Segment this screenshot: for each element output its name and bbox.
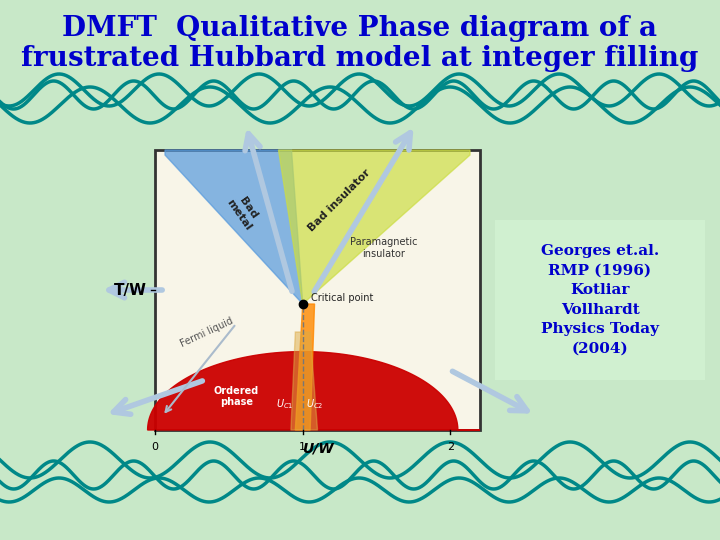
Bar: [155, 150, 480, 430]
Text: frustrated Hubbard model at integer filling: frustrated Hubbard model at integer fill…: [22, 44, 698, 71]
Polygon shape: [165, 150, 302, 304]
Text: Critical point: Critical point: [311, 293, 373, 303]
Text: Fermi liquid: Fermi liquid: [179, 315, 235, 349]
Polygon shape: [279, 150, 470, 304]
Text: 2: 2: [447, 442, 454, 452]
Polygon shape: [295, 304, 315, 430]
Text: $U_{C2}$: $U_{C2}$: [306, 397, 323, 411]
Polygon shape: [148, 352, 480, 430]
Text: U/W: U/W: [302, 441, 333, 455]
Text: Bad
metal: Bad metal: [225, 191, 263, 232]
Text: T/W: T/W: [114, 282, 146, 298]
Text: Ordered
phase: Ordered phase: [214, 386, 259, 407]
Text: 0: 0: [151, 442, 158, 452]
Text: 1: 1: [300, 442, 306, 452]
Polygon shape: [291, 332, 318, 430]
Text: $U_{C1}$: $U_{C1}$: [276, 397, 294, 411]
Text: Bad insulator: Bad insulator: [307, 167, 373, 233]
Text: Paramagnetic
insulator: Paramagnetic insulator: [350, 237, 418, 259]
Text: Georges et.al.
RMP (1996)
Kotliar
Vollhardt
Physics Today
(2004): Georges et.al. RMP (1996) Kotliar Vollha…: [541, 244, 659, 356]
Text: DMFT  Qualitative Phase diagram of a: DMFT Qualitative Phase diagram of a: [63, 15, 657, 42]
Bar: [495, 220, 705, 380]
